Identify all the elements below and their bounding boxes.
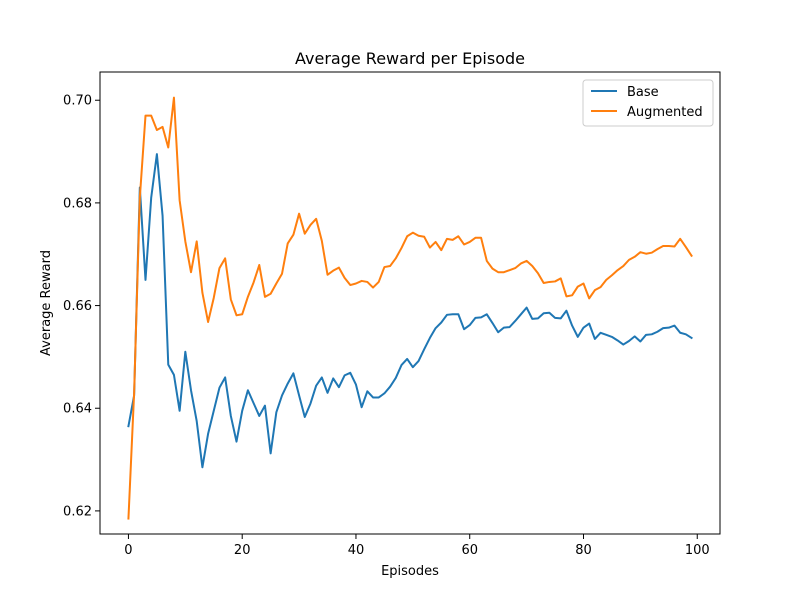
x-tick-label: 0: [124, 543, 132, 558]
plot-frame: [99, 71, 721, 535]
y-axis-label: Average Reward: [39, 250, 54, 356]
y-axis: 0.62 0.64 0.66 0.68 0.70: [63, 94, 100, 519]
x-tick-label: 80: [575, 543, 592, 558]
y-tick-label: 0.68: [63, 196, 92, 211]
chart-title: Average Reward per Episode: [295, 49, 525, 68]
y-tick-label: 0.62: [63, 504, 92, 519]
series-line-augmented: [127, 96, 693, 520]
legend-label-augmented: Augmented: [627, 105, 703, 120]
y-tick-label: 0.66: [63, 299, 92, 314]
x-tick-label: 40: [348, 543, 365, 558]
x-axis: 0 20 40 60 80 100: [124, 534, 710, 558]
legend: Base Augmented: [582, 79, 714, 127]
x-axis-label: Episodes: [381, 564, 439, 579]
x-tick-label: 20: [234, 543, 251, 558]
x-tick-label: 60: [461, 543, 478, 558]
plot-lines: [127, 96, 693, 520]
series-line-base: [127, 153, 693, 469]
legend-label-base: Base: [627, 85, 659, 100]
y-tick-label: 0.70: [63, 94, 92, 109]
y-tick-label: 0.64: [63, 402, 92, 417]
x-tick-label: 100: [685, 543, 710, 558]
